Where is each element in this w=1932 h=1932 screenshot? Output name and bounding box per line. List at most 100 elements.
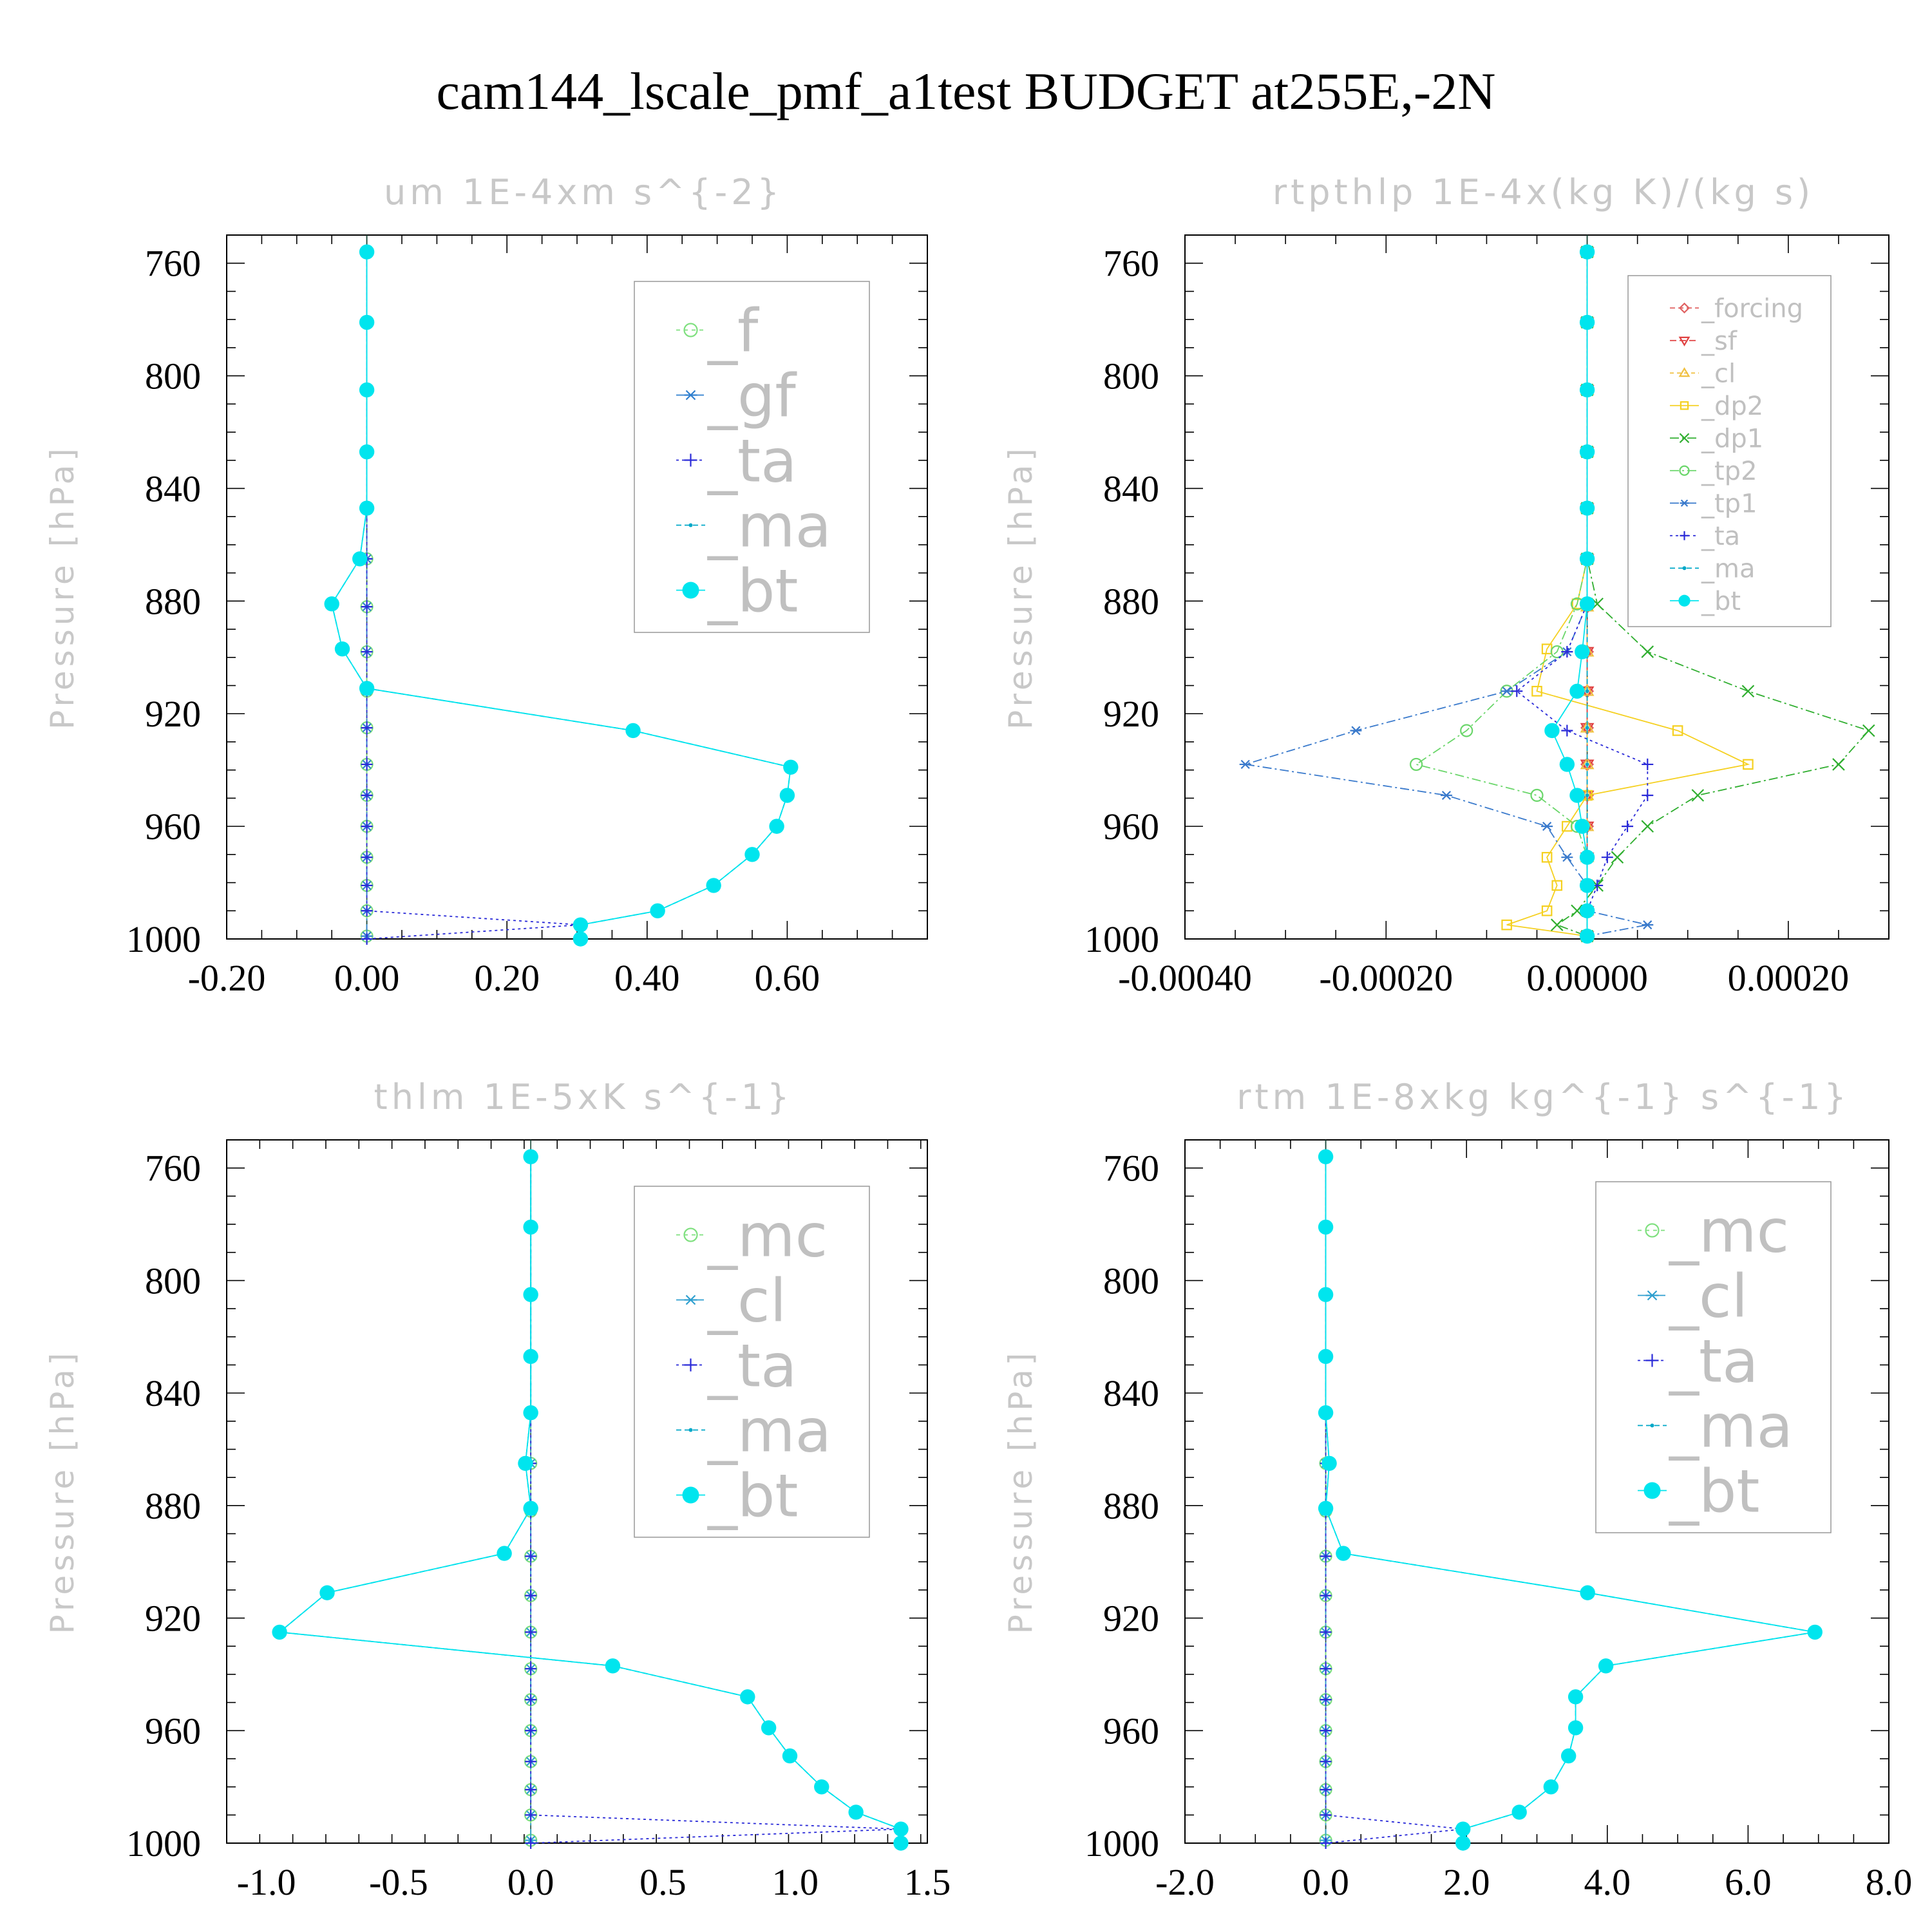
data-point [1559,757,1575,772]
data-point [525,1663,537,1675]
panel-title-um: um 1E-4xm s^{-2} [384,172,783,213]
panel-title-rtm: rtm 1E-8xkg kg^{-1} s^{-1} [1236,1077,1850,1117]
y-tick-label: 960 [1103,806,1159,848]
data-point [359,681,375,696]
data-point [1579,244,1595,260]
series-bt [324,244,799,947]
panel-um: um 1E-4xm s^{-2} Pressure [hPa] 760 800 840 8… [44,172,928,999]
data-point [1239,759,1251,770]
legend-marker [684,453,697,467]
data-point [1501,687,1513,696]
data-point [525,1725,537,1737]
data-point [1598,1658,1614,1674]
data-point [1862,724,1875,737]
data-point [1579,551,1595,567]
legend-marker [683,1227,698,1242]
data-point [1832,758,1845,771]
data-point [740,1689,755,1705]
legend-marker [1645,1290,1659,1301]
series-line [1325,1157,1463,1844]
legend-label: _dp2 [1701,392,1763,421]
x-tick-label: -0.00040 [1118,957,1252,999]
data-point [497,1546,512,1561]
data-point [1318,1219,1334,1235]
data-point [361,790,373,802]
series-line [1414,252,1588,936]
x-tick-label: -0.5 [369,1861,428,1903]
legend-marker [684,1294,697,1305]
y-tick-label: 960 [1103,1710,1159,1752]
legend-label: _tp2 [1701,457,1757,486]
legend: _mc_cl_ta_ma_bt [634,1186,870,1538]
x-tick-label: 0.5 [639,1861,687,1903]
data-point [1320,1784,1332,1796]
legend-label: _bt [707,1462,798,1531]
data-point [1318,1501,1334,1516]
data-point [1569,683,1585,699]
legend-label: _bt [1669,1457,1759,1526]
data-point [1320,1725,1332,1737]
data-point [782,1748,798,1764]
legend-marker [1678,302,1690,314]
data-point [523,1501,538,1516]
y-tick-label: 880 [145,1485,201,1527]
legend-marker [688,1428,693,1432]
data-point [1543,1779,1559,1795]
data-point [783,759,799,775]
data-point [272,1624,287,1640]
y-axis-label: Pressure [hPa] [44,444,81,730]
x-tick-label: 6.0 [1725,1861,1772,1903]
data-point [1611,851,1624,864]
data-point [359,444,375,460]
data-point [1318,1405,1334,1421]
data-point [1641,645,1654,658]
x-tick-label: 0.0 [1302,1861,1349,1903]
legend-marker [1679,465,1690,476]
series-line [1555,252,1870,937]
data-point [361,601,373,613]
data-point [1318,1149,1334,1164]
y-tick-label: 760 [1103,1148,1159,1189]
data-point [1642,758,1654,770]
y-tick-label: 760 [145,243,201,285]
legend-marker [1650,1423,1654,1428]
data-point [1641,820,1654,833]
data-point [361,905,373,917]
data-point [334,641,350,657]
legend-label: _cl [707,1267,786,1336]
legend-label: _ma [1701,554,1755,584]
series-tp1 [1239,247,1654,941]
data-point [1550,918,1564,931]
data-point [1318,1349,1334,1365]
legend-marker [1682,566,1687,571]
data-point [361,851,373,864]
data-point [523,1219,538,1235]
data-point [1579,928,1595,944]
y-tick-label: 800 [145,1260,201,1302]
legend-label: _bt [1701,587,1741,616]
y-tick-label: 960 [145,806,201,848]
data-point [1318,1287,1334,1302]
y-tick-label: 800 [145,355,201,397]
data-point [1567,1689,1584,1705]
x-tick-label: -2.0 [1155,1861,1215,1903]
data-point [1585,793,1589,798]
data-point [1579,314,1595,330]
data-point [605,1658,621,1674]
legend-label: _ta [707,1332,797,1401]
data-point [848,1804,864,1820]
y-tick-label: 760 [145,1148,201,1189]
data-point [523,1405,538,1421]
legend-marker [1678,336,1690,346]
legend-label: _mc [707,1202,828,1271]
data-point [525,1589,537,1602]
data-point [523,1287,538,1302]
data-point [1672,725,1683,736]
plot-frame [1184,234,1889,940]
legend-box [634,1186,870,1538]
data-point [1320,1809,1332,1821]
data-point [1320,1663,1332,1675]
legend-label: _ma [707,1397,831,1466]
x-tick-label: 0.20 [474,957,540,999]
data-point [1741,685,1755,698]
